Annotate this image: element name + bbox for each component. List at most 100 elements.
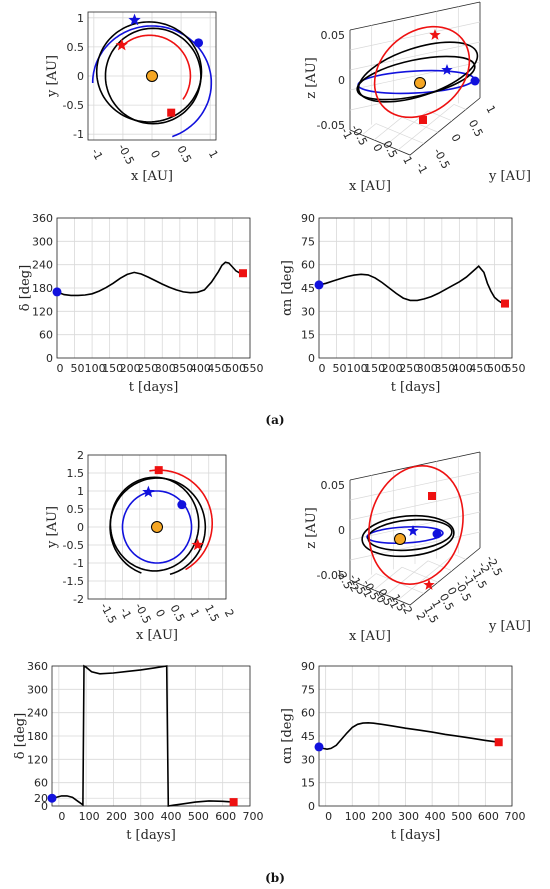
x-tick-label: -1: [338, 126, 355, 142]
x-tick-label: 250: [137, 362, 158, 375]
x-tick-label: 400: [190, 362, 211, 375]
y-tick-label: -0.5: [63, 539, 84, 552]
y-tick-label: 180: [32, 282, 53, 295]
y-tick-label: 60: [39, 329, 53, 342]
y-tick-label: 0: [77, 521, 84, 534]
y-tick-label: 300: [32, 235, 53, 248]
grid-line-floor-2: [401, 116, 439, 133]
x-tick-label: 1.5: [202, 603, 222, 625]
x-tick-label: 1: [400, 154, 415, 166]
y-tick-label: 90: [301, 212, 315, 225]
grid-line-floor: [361, 123, 377, 136]
x-tick-label: 200: [106, 810, 127, 823]
orbit-curve-3: [149, 469, 213, 571]
chart-b-xy-orbit: -1.5-1-0.5 0 0.5 1 1.5 2-2-1.5-1-0.500.511.52…: [45, 449, 236, 643]
y-tick-label: 75: [301, 235, 315, 248]
end-marker-2: [154, 466, 163, 475]
y-tick-label: -2: [476, 560, 493, 576]
chart-a-delta: 0 50 1001502002503003504004505005500601201…: [18, 212, 264, 395]
y-tick-label: 75: [301, 683, 315, 696]
y-tick-label: 0: [46, 352, 53, 365]
x-axis-label: x [AU]: [349, 179, 391, 194]
floor-front-edges: [349, 97, 481, 156]
x-tick-label: -1: [89, 146, 106, 162]
x-tick-label: 100: [79, 810, 100, 823]
x-tick-label: 300: [133, 810, 154, 823]
sun-marker-3d: [414, 77, 426, 89]
chart-b-alpha: 0 100 200 300 400 500 600 700 0 15 30 45 60 75 90 t [da…: [280, 660, 526, 843]
y-tick-label: 0.5: [67, 503, 85, 516]
x-tick-label: 2: [222, 607, 237, 619]
star-marker-2: [115, 38, 128, 51]
y-tick-label: 0.5: [466, 118, 486, 140]
series-line-0: [51, 664, 234, 807]
end-marker-3: [167, 108, 176, 117]
start-marker-0: [314, 742, 324, 752]
x-tick-label: 600: [478, 810, 499, 823]
z-axis-label: z [AU]: [304, 507, 319, 548]
x-tick-label: 0: [148, 148, 163, 160]
x-tick-label: 150: [364, 362, 385, 375]
y-tick-label: 60: [301, 259, 315, 272]
y-axis-label: y [AU]: [45, 506, 60, 549]
x-tick-label: 500: [188, 810, 209, 823]
x-tick-label: 0.5: [174, 144, 194, 166]
x-tick-label: 550: [505, 362, 526, 375]
chart-a-xy-orbit: -1 -0.5 0 0.5 1 -1 -0.5 0 0.5 1 x [AU] y [AU]: [45, 11, 221, 184]
end-marker-1: [229, 798, 238, 807]
floor-front-edges: [349, 547, 481, 606]
x-tick-label: 300: [398, 810, 419, 823]
x-tick-label: 700: [243, 810, 264, 823]
x-tick-label: 200: [120, 362, 141, 375]
x-tick-label: 350: [172, 362, 193, 375]
star-marker-3d-blue: [407, 525, 419, 536]
y-tick-label: 1: [77, 12, 84, 25]
y-tick-label: 360: [27, 660, 48, 673]
x-tick-label: 1: [187, 607, 202, 619]
orbit-curve-0: [121, 490, 193, 564]
y-tick-label: 20: [34, 792, 48, 805]
x-tick-label: 300: [155, 362, 176, 375]
grid-line-floor: [397, 554, 455, 601]
grid-line-floor-2: [401, 566, 439, 583]
orbit-curve-1: [95, 21, 203, 123]
x-tick-label: 100: [85, 362, 106, 375]
x-axis-label: x [AU]: [349, 629, 391, 644]
start-marker-0: [314, 280, 324, 290]
x-tick-label: 600: [215, 810, 236, 823]
y-tick-label: 0: [308, 800, 315, 813]
y-tick-label: 2: [77, 449, 84, 462]
y-tick-label: -1: [73, 128, 84, 141]
y-tick-label: -1: [413, 160, 430, 176]
grid-line-floor-2: [453, 104, 467, 110]
x-tick-label: 400: [161, 810, 182, 823]
y-tick-label: 360: [32, 212, 53, 225]
grid-line-floor-2: [453, 554, 467, 560]
y-tick-label: 1: [77, 485, 84, 498]
start-marker-3d: [470, 76, 480, 86]
grid-line-floor: [397, 104, 455, 151]
star-marker-0: [142, 485, 155, 498]
z-tick-label: 0: [338, 524, 345, 537]
y-tick-label: 0.5: [67, 41, 85, 54]
z-tick-label: -0.05: [317, 119, 345, 132]
orbit-curve-2: [109, 476, 200, 572]
y-axis-label: αn [deg]: [280, 708, 295, 764]
x-axis-label: x [AU]: [136, 628, 178, 643]
star-marker-0: [128, 13, 141, 26]
orbit-3d-blue: [366, 525, 444, 545]
series-line-0: [318, 721, 499, 751]
plot-frame: [87, 11, 217, 141]
orbit-3d-black-2: [356, 55, 476, 101]
plot-frame: [318, 665, 513, 807]
x-tick-label: 450: [469, 362, 490, 375]
x-axis-label: x [AU]: [131, 169, 173, 184]
y-tick-label: 0: [77, 70, 84, 83]
x-tick-label: 100: [345, 810, 366, 823]
sun-marker-3d: [394, 533, 406, 545]
y-axis-label: δ [deg]: [13, 713, 28, 759]
y-tick-label: 60: [301, 707, 315, 720]
orbit-curve-2: [104, 27, 202, 125]
x-tick-label: 500: [487, 362, 508, 375]
